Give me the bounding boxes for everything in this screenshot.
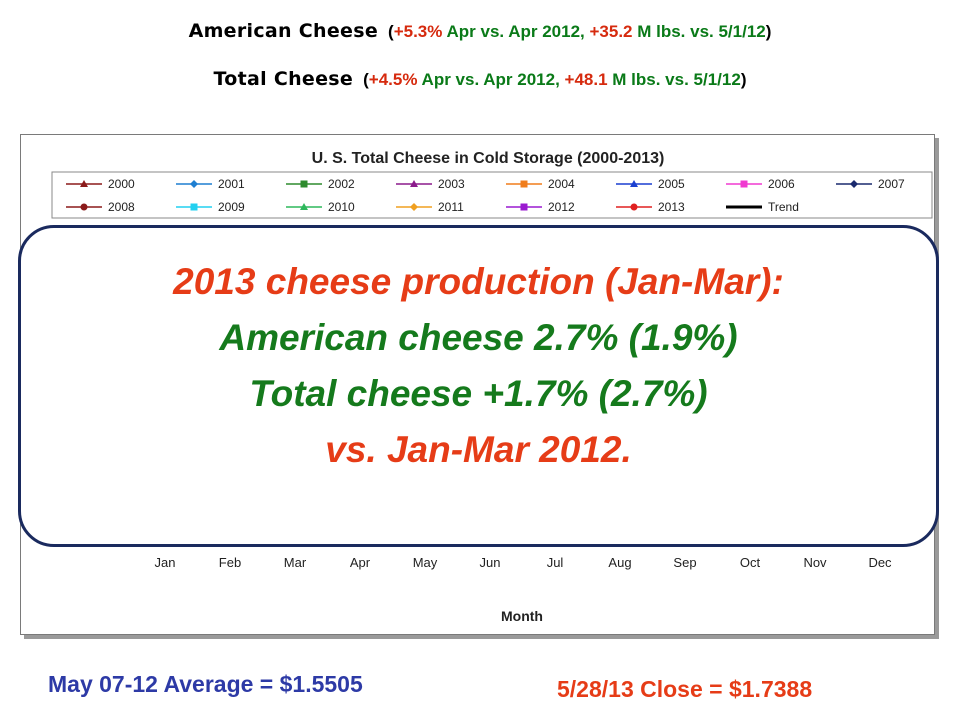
legend-box bbox=[51, 171, 933, 219]
x-tick-label-apr: Apr bbox=[350, 555, 371, 570]
x-tick-label-aug: Aug bbox=[608, 555, 631, 570]
legend-label: 2004 bbox=[548, 177, 575, 191]
legend-marker bbox=[630, 203, 638, 211]
legend-label: 2010 bbox=[328, 200, 355, 214]
american-lbs-change: +35.2 bbox=[589, 22, 633, 41]
total-apr-comparison: Apr vs. Apr 2012, bbox=[417, 70, 565, 89]
legend-item-2007: 2007 bbox=[836, 177, 905, 191]
american-pct-change: +5.3% bbox=[393, 22, 443, 41]
legend-item-2011: 2011 bbox=[396, 200, 464, 214]
x-tick-label-jul: Jul bbox=[547, 555, 564, 570]
x-tick-label-jan: Jan bbox=[155, 555, 176, 570]
legend-label: 2012 bbox=[548, 200, 575, 214]
paren-open: ( bbox=[388, 22, 394, 41]
legend-item-2000: 2000 bbox=[66, 177, 135, 191]
legend-item-2006: 2006 bbox=[726, 177, 795, 191]
legend-marker bbox=[80, 203, 88, 211]
paren-close: ) bbox=[740, 70, 747, 89]
legend-marker bbox=[190, 203, 198, 211]
x-tick-label-feb: Feb bbox=[219, 555, 241, 570]
legend-marker bbox=[410, 203, 418, 211]
legend-item-trend: Trend bbox=[726, 200, 799, 214]
legend-marker bbox=[80, 180, 88, 187]
legend-marker bbox=[520, 180, 528, 188]
legend-label: 2008 bbox=[108, 200, 135, 214]
x-tick-label-oct: Oct bbox=[740, 555, 761, 570]
total-cheese-heading: Total Cheese (+4.5% Apr vs. Apr 2012, +4… bbox=[0, 68, 960, 91]
legend-item-2010: 2010 bbox=[286, 200, 355, 214]
x-axis-label: Month bbox=[501, 608, 543, 624]
legend-item-2002: 2002 bbox=[286, 177, 355, 191]
legend-item-2012: 2012 bbox=[506, 200, 575, 214]
legend-item-2008: 2008 bbox=[66, 200, 135, 214]
cold-storage-chart: U. S. Total Cheese in Cold Storage (2000… bbox=[51, 150, 933, 624]
production-callout: 2013 cheese production (Jan-Mar): Americ… bbox=[18, 225, 939, 547]
legend-label: 2003 bbox=[438, 177, 465, 191]
callout-total-cheese: Total cheese +1.7% (2.7%) bbox=[249, 373, 708, 414]
x-tick-label-dec: Dec bbox=[868, 555, 892, 570]
legend-item-2009: 2009 bbox=[176, 200, 245, 214]
legend-label: 2007 bbox=[878, 177, 905, 191]
callout-comparison-period: vs. Jan-Mar 2012. bbox=[325, 429, 632, 470]
legend-marker bbox=[520, 203, 528, 211]
american-lbs-unit: M lbs. vs. 5/1/12 bbox=[632, 22, 766, 41]
legend-marker bbox=[190, 180, 198, 188]
x-tick-label-jun: Jun bbox=[480, 555, 501, 570]
legend-marker bbox=[740, 180, 748, 188]
legend-label: 2000 bbox=[108, 177, 135, 191]
legend-item-2003: 2003 bbox=[396, 177, 465, 191]
legend-label: 2006 bbox=[768, 177, 795, 191]
legend-label: 2013 bbox=[658, 200, 685, 214]
legend-label: Trend bbox=[768, 200, 799, 214]
legend-marker bbox=[410, 180, 418, 187]
american-cheese-heading: American Cheese (+5.3% Apr vs. Apr 2012,… bbox=[0, 20, 960, 43]
paren-close: ) bbox=[765, 22, 772, 41]
callout-american-cheese: American cheese 2.7% (1.9%) bbox=[219, 317, 738, 358]
may-average-price: May 07-12 Average = $1.5505 bbox=[48, 671, 363, 697]
american-cheese-label: American Cheese bbox=[188, 20, 379, 42]
close-price: 5/28/13 Close = $1.7388 bbox=[557, 676, 813, 702]
total-lbs-change: +48.1 bbox=[564, 70, 608, 89]
legend-label: 2002 bbox=[328, 177, 355, 191]
legend-marker bbox=[300, 180, 308, 188]
legend-label: 2001 bbox=[218, 177, 245, 191]
chart-title: U. S. Total Cheese in Cold Storage (2000… bbox=[312, 150, 665, 167]
legend-item-2005: 2005 bbox=[616, 177, 685, 191]
x-axis-tick-labels: Jan Feb Mar Apr May Jun Jul Aug Sep Oct Nov Dec bbox=[155, 555, 893, 570]
legend-marker bbox=[850, 180, 858, 188]
legend-item-2013: 2013 bbox=[616, 200, 685, 214]
legend-item-2004: 2004 bbox=[506, 177, 575, 191]
paren-open: ( bbox=[363, 70, 369, 89]
x-tick-label-nov: Nov bbox=[803, 555, 827, 570]
x-tick-label-mar: Mar bbox=[284, 555, 307, 570]
legend-label: 2009 bbox=[218, 200, 245, 214]
callout-production-heading: 2013 cheese production (Jan-Mar): bbox=[173, 261, 784, 302]
legend-marker bbox=[300, 203, 308, 210]
total-pct-change: +4.5% bbox=[368, 70, 418, 89]
legend-label: 2011 bbox=[438, 200, 464, 214]
legend-item-2001: 2001 bbox=[176, 177, 245, 191]
american-apr-comparison: Apr vs. Apr 2012, bbox=[442, 22, 590, 41]
total-cheese-label: Total Cheese bbox=[213, 68, 354, 90]
total-lbs-unit: M lbs. vs. 5/1/12 bbox=[607, 70, 741, 89]
legend-label: 2005 bbox=[658, 177, 685, 191]
legend-marker bbox=[630, 180, 638, 187]
x-tick-label-may: May bbox=[413, 555, 438, 570]
legend: 2000 2001 2002 2003 2004 2005 2006 2007 2008 2009… bbox=[66, 177, 905, 214]
x-tick-label-sep: Sep bbox=[673, 555, 696, 570]
